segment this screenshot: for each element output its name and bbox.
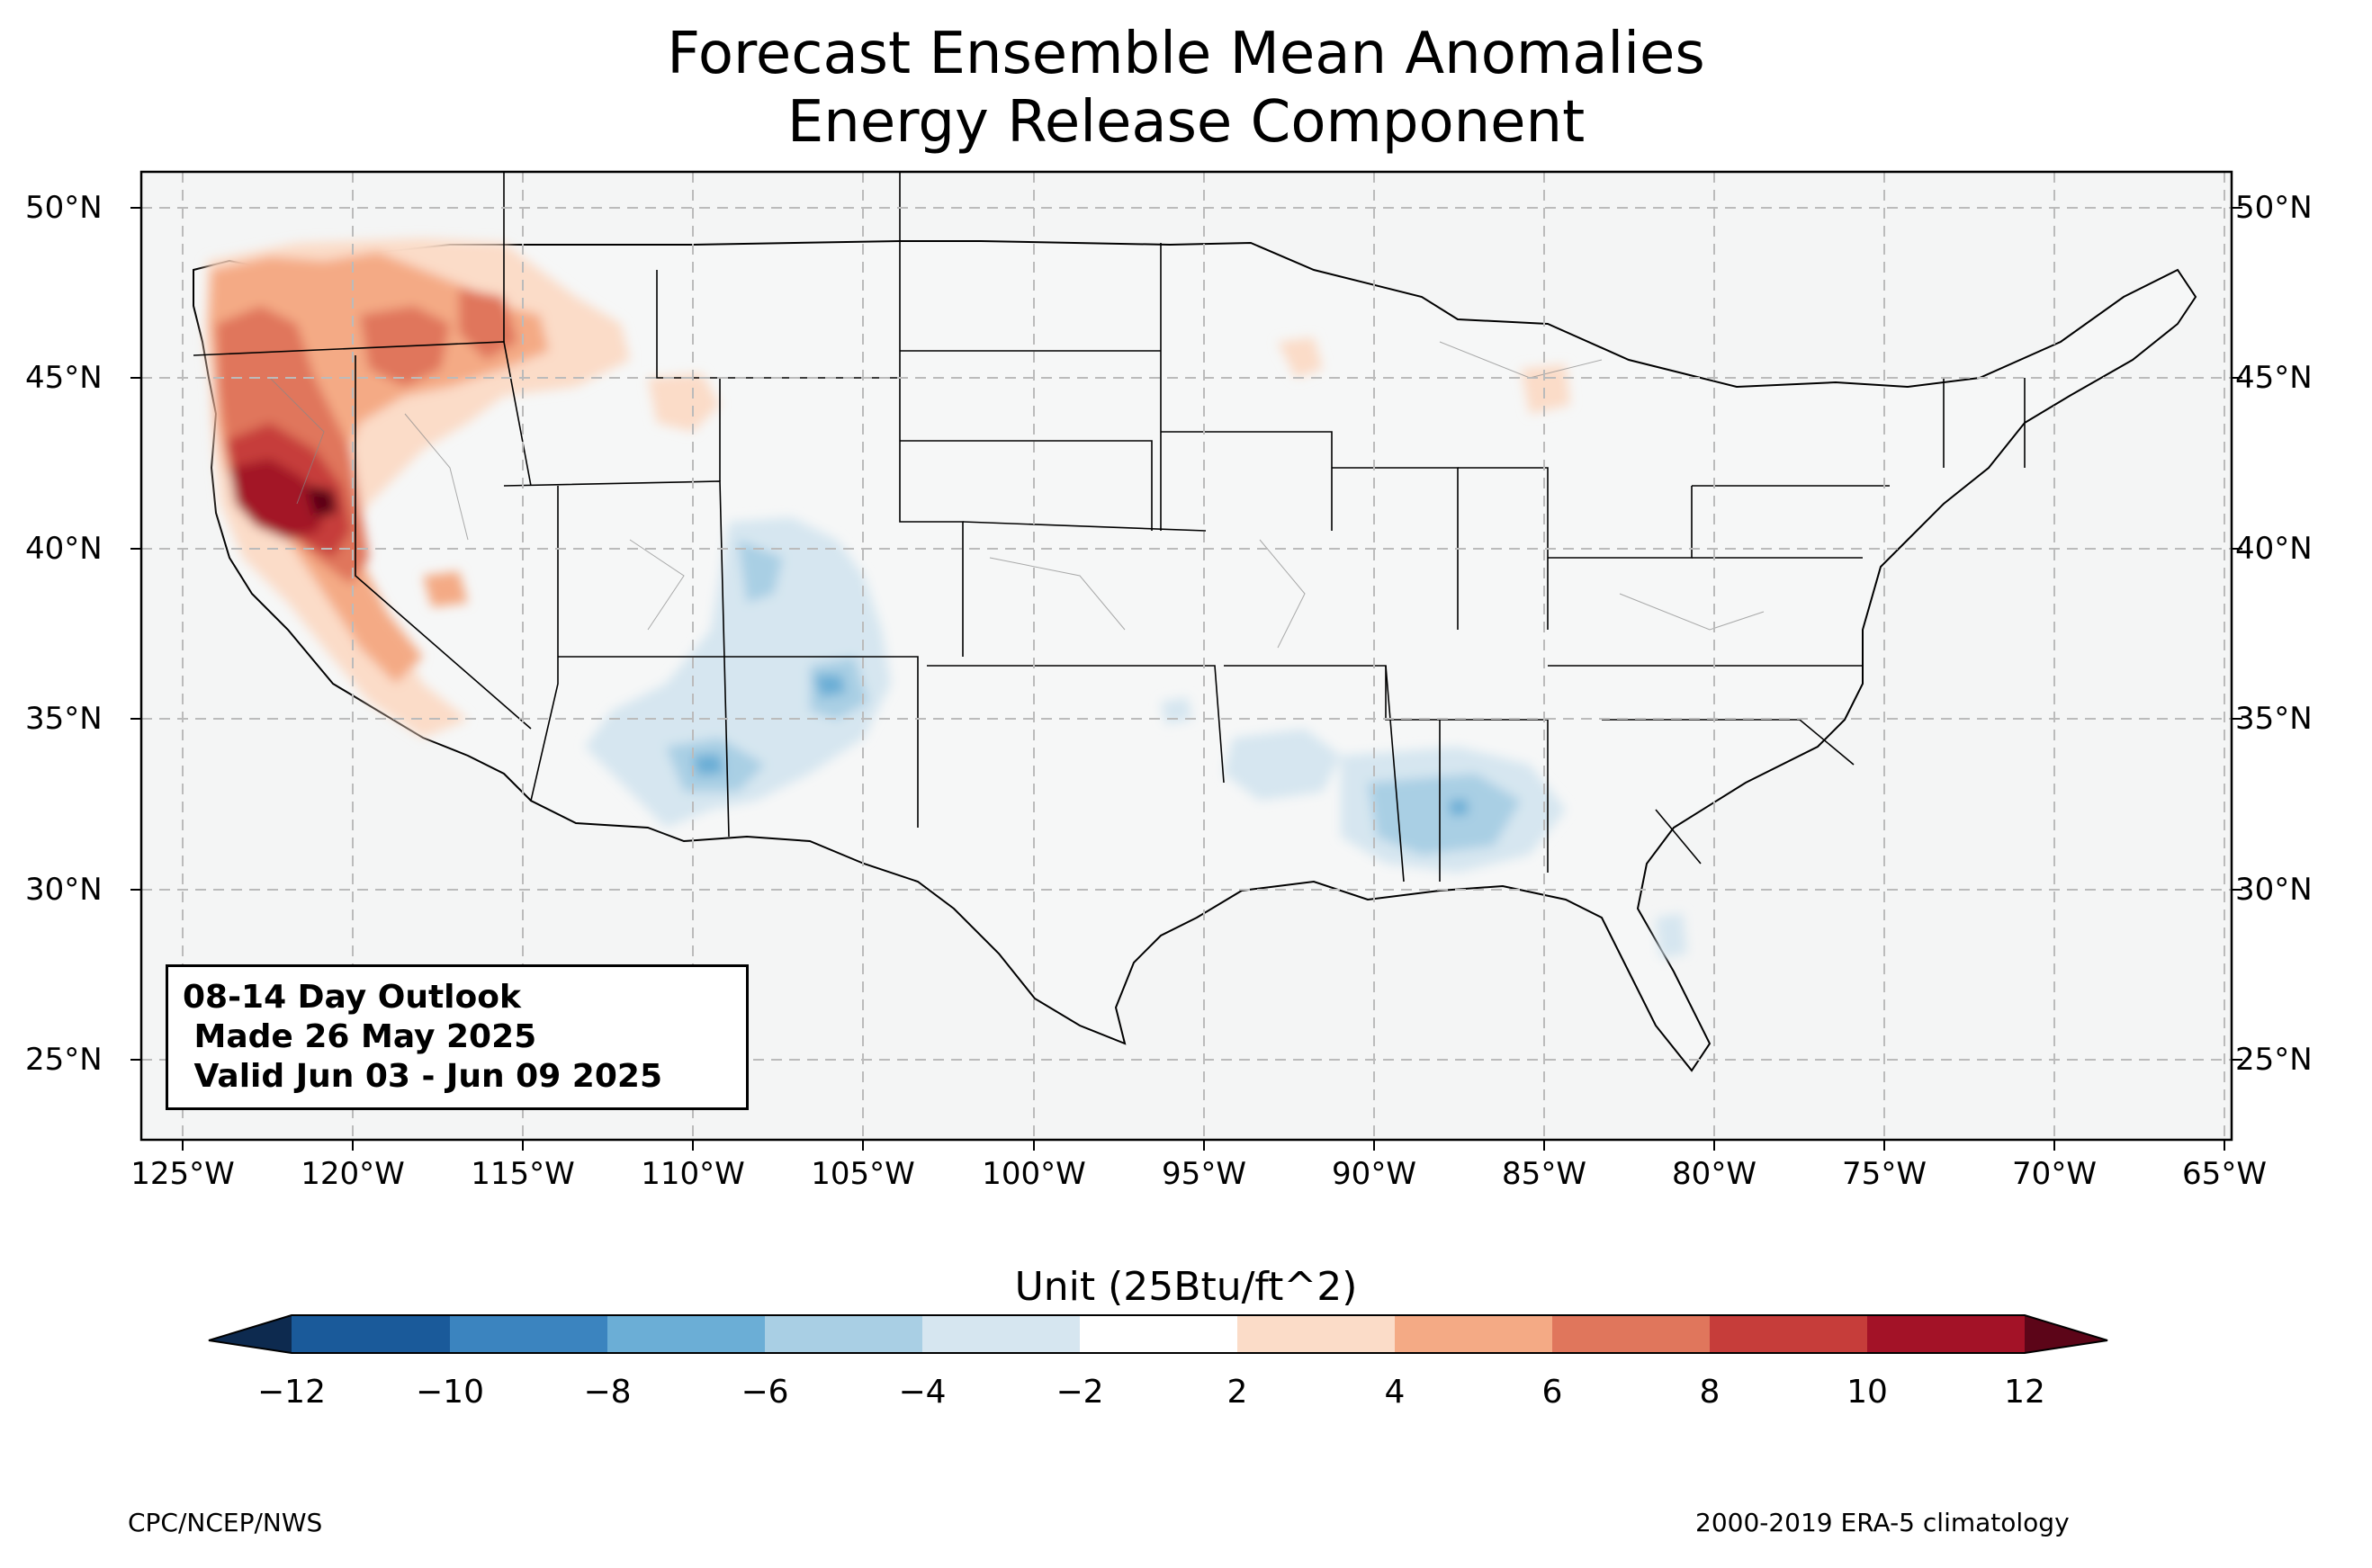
colorbar-title: Unit (25Btu/ft^2) — [1014, 1264, 1358, 1310]
colorbar-tick: −8 — [583, 1374, 632, 1411]
lon-label: 85°W — [1502, 1156, 1586, 1192]
lon-label: 125°W — [130, 1156, 235, 1192]
lat-label-left: 25°N — [25, 1042, 103, 1078]
axis-ticks — [130, 207, 2242, 1151]
colorbar-bin — [1552, 1315, 1710, 1353]
colorbar-bin — [1710, 1315, 1867, 1353]
lon-label: 90°W — [1332, 1156, 1416, 1192]
colorbar-bin — [1395, 1315, 1552, 1353]
lon-label: 100°W — [982, 1156, 1086, 1192]
colorbar-tick: 8 — [1699, 1374, 1721, 1411]
colorbar-tick: −12 — [257, 1374, 326, 1411]
conus-landmass — [193, 240, 2197, 1072]
colorbar-tick: 2 — [1226, 1374, 1248, 1411]
map-title-line1: Forecast Ensemble Mean Anomalies — [667, 21, 1705, 87]
lat-label-right: 40°N — [2235, 531, 2313, 567]
negative-anomaly-regions — [585, 517, 1687, 958]
lon-label: 105°W — [811, 1156, 915, 1192]
colorbar-tick: −10 — [416, 1374, 484, 1411]
source-credit: CPC/NCEP/NWS — [128, 1508, 323, 1537]
colorbar-bin — [1080, 1315, 1237, 1353]
lon-label: 110°W — [641, 1156, 745, 1192]
colorbar-bin — [922, 1315, 1080, 1353]
colorbar-tick: −4 — [898, 1374, 947, 1411]
county-lines — [269, 341, 1765, 649]
colorbar-bin — [607, 1315, 765, 1353]
lon-label: 75°W — [1842, 1156, 1927, 1192]
lat-label-left: 50°N — [25, 190, 103, 226]
lon-label: 120°W — [301, 1156, 405, 1192]
lon-label: 70°W — [2012, 1156, 2097, 1192]
lon-label: 95°W — [1162, 1156, 1246, 1192]
colorbar-bin — [450, 1315, 607, 1353]
colorbar — [208, 1314, 2108, 1354]
colorbar-bin — [1867, 1315, 2025, 1353]
colorbar-bin — [1237, 1315, 1395, 1353]
outlook-valid-range: Valid Jun 03 - Jun 09 2025 — [183, 1058, 663, 1095]
lat-label-left: 40°N — [25, 531, 103, 567]
lat-label-right: 25°N — [2235, 1042, 2313, 1078]
colorbar-tick: −6 — [741, 1374, 789, 1411]
lon-label: 65°W — [2182, 1156, 2267, 1192]
colorbar-tick: −2 — [1056, 1374, 1104, 1411]
lat-label-right: 45°N — [2235, 360, 2313, 396]
colorbar-bin — [292, 1315, 450, 1353]
colorbar-tick: 6 — [1541, 1374, 1563, 1411]
map-frame — [139, 170, 2233, 1142]
lat-label-left: 35°N — [25, 701, 103, 737]
lat-label-left: 45°N — [25, 360, 103, 396]
colorbar-bin — [765, 1315, 922, 1353]
outlook-period: 08-14 Day Outlook — [183, 979, 521, 1016]
lon-label: 80°W — [1672, 1156, 1757, 1192]
colorbar-tick: 10 — [1846, 1374, 1888, 1411]
lat-label-right: 30°N — [2235, 872, 2313, 908]
lon-label: 115°W — [471, 1156, 575, 1192]
outlook-made-date: Made 26 May 2025 — [183, 1018, 537, 1055]
colorbar-tick: 12 — [2004, 1374, 2045, 1411]
map-title-line2: Energy Release Component — [786, 89, 1586, 156]
lat-label-right: 35°N — [2235, 701, 2313, 737]
lat-label-left: 30°N — [25, 872, 103, 908]
lat-label-right: 50°N — [2235, 190, 2313, 226]
outlook-info-box: 08-14 Day Outlook Made 26 May 2025 Valid… — [166, 964, 749, 1110]
climatology-note: 2000-2019 ERA-5 climatology — [1695, 1508, 2070, 1537]
colorbar-tick: 4 — [1384, 1374, 1406, 1411]
